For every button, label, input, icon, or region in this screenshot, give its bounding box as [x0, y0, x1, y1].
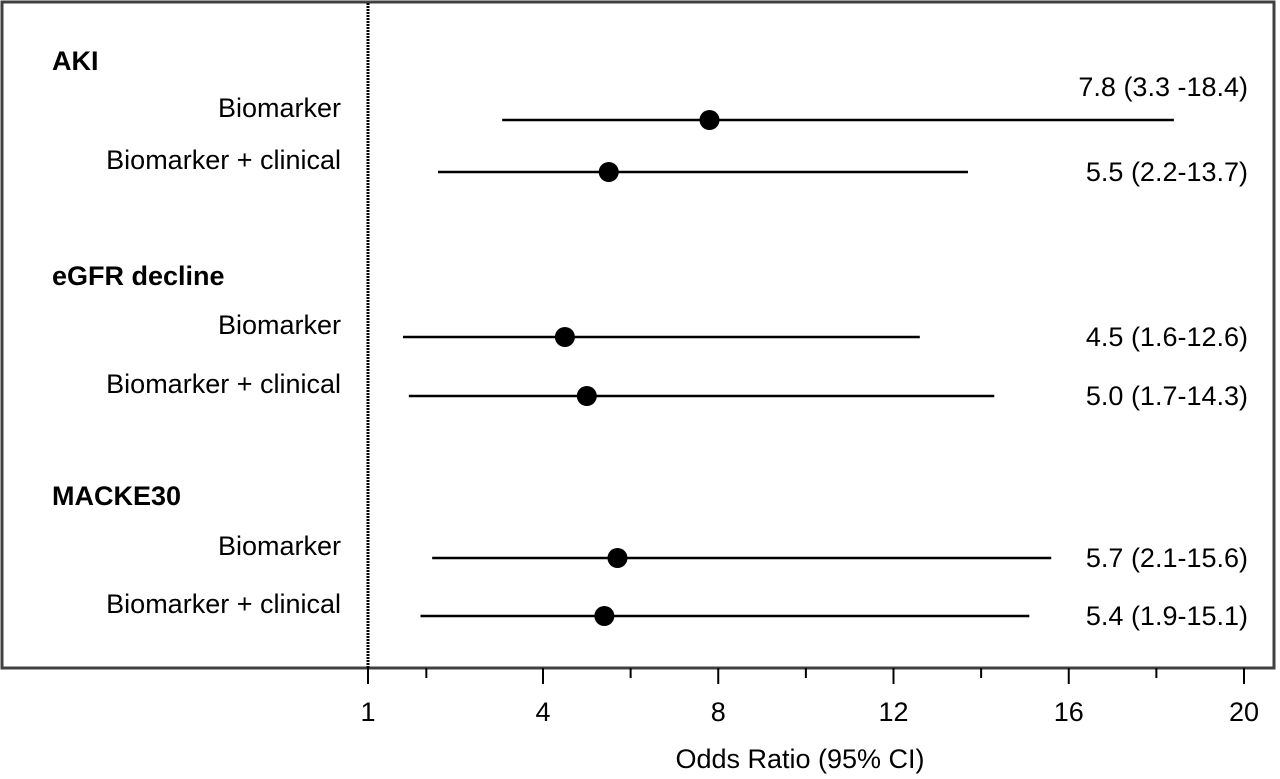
group-label: AKI: [52, 46, 99, 76]
or-marker: [594, 606, 615, 626]
or-marker: [699, 110, 720, 130]
row-label: Biomarker + clinical: [106, 589, 341, 619]
or-value-label: 5.5 (2.2-13.7): [1086, 157, 1248, 187]
row-label: Biomarker: [218, 531, 341, 561]
row-label: Biomarker: [218, 93, 341, 123]
or-value-label: 5.4 (1.9-15.1): [1086, 601, 1248, 631]
plot-frame: [0, 0, 1276, 670]
or-value-label: 7.8 (3.3 -18.4): [1078, 72, 1248, 102]
group-label: MACKE30: [52, 481, 181, 511]
x-tick-label: 4: [535, 697, 550, 727]
forest-rows: AKI Biomarker 7.8 (3.3 -18.4) Biomarker + c…: [52, 46, 1248, 631]
x-axis-title: Odds Ratio (95% CI): [675, 744, 924, 774]
row-label: Biomarker: [218, 310, 341, 340]
row-label: Biomarker + clinical: [106, 369, 341, 399]
x-tick-label: 8: [711, 697, 726, 727]
or-marker: [598, 162, 619, 182]
row-label: Biomarker + clinical: [106, 145, 341, 175]
or-marker: [607, 548, 628, 568]
x-tick-label: 20: [1229, 697, 1259, 727]
or-value-label: 5.0 (1.7-14.3): [1086, 381, 1248, 411]
or-marker: [554, 327, 575, 347]
x-tick-label: 16: [1054, 697, 1084, 727]
x-tick-label: 1: [360, 697, 375, 727]
or-value-label: 5.7 (2.1-15.6): [1086, 543, 1248, 573]
or-value-label: 4.5 (1.6-12.6): [1086, 322, 1248, 352]
group-label: eGFR decline: [52, 261, 225, 291]
or-marker: [576, 386, 597, 406]
x-axis-ticks: 1 4 8 12 16 20: [360, 668, 1259, 727]
x-tick-label: 12: [878, 697, 908, 727]
